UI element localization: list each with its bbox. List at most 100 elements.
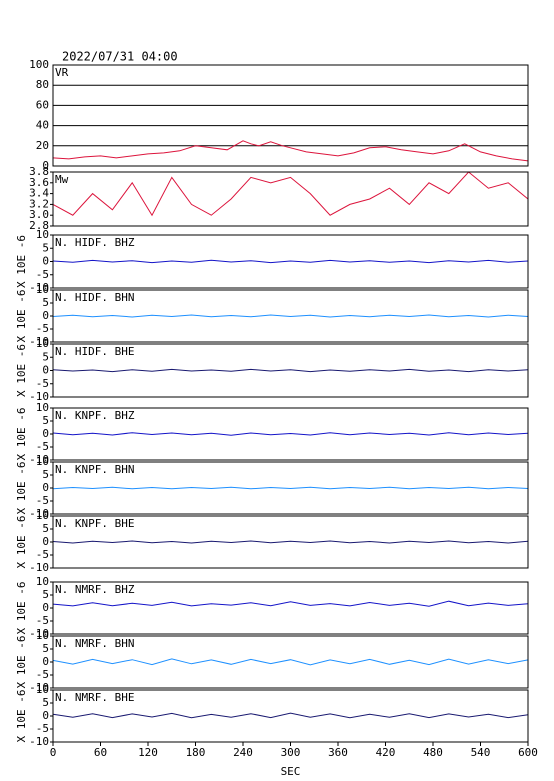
y-axis-label: X 10E -6 (15, 516, 28, 569)
panel-label: N. KNPF. BHZ (55, 409, 135, 422)
panel-label: N. KNPF. BHN (55, 463, 134, 476)
panel-label: N. HIDF. BHN (55, 291, 134, 304)
y-tick-label: -5 (36, 722, 49, 735)
trace (52, 540, 529, 544)
y-tick-label: 10 (36, 283, 49, 296)
y-tick-label: 20 (36, 139, 49, 152)
y-axis-label: X 10E -6 (15, 235, 28, 288)
y-tick-label: 0 (42, 255, 49, 268)
y-tick-label: 80 (36, 78, 49, 91)
y-tick-label: 10 (36, 337, 49, 350)
y-tick-label: 0 (42, 655, 49, 668)
y-tick-label: 10 (36, 401, 49, 414)
y-tick-label: 5 (42, 642, 49, 655)
y-tick-label: -5 (36, 494, 49, 507)
y-tick-label: 60 (36, 98, 49, 111)
y-tick-label: 0 (42, 535, 49, 548)
x-tick-label: 600 (518, 746, 538, 759)
panel-frame (52, 635, 529, 689)
y-tick-label: 3.2 (29, 197, 49, 210)
trace (52, 171, 529, 217)
y-tick-label: 10 (36, 509, 49, 522)
y-tick-label: -10 (29, 507, 49, 520)
panel-label: VR (55, 66, 69, 79)
x-axis-label: SEC (281, 765, 301, 778)
y-tick-label: 5 (42, 414, 49, 427)
y-tick-label: 0 (42, 364, 49, 377)
y-tick-label: 0 (42, 709, 49, 722)
x-tick-label: 540 (471, 746, 491, 759)
y-tick-label: 3.6 (29, 176, 49, 189)
y-tick-label: -10 (29, 561, 49, 574)
y-tick-label: 10 (36, 683, 49, 696)
y-axis-label: X 10E -6 (15, 582, 28, 635)
y-tick-label: -10 (29, 390, 49, 403)
y-tick-label: -5 (36, 377, 49, 390)
y-tick-label: -10 (29, 627, 49, 640)
y-tick-label: -5 (36, 548, 49, 561)
y-tick-label: 5 (42, 296, 49, 309)
y-tick-label: 10 (36, 228, 49, 241)
y-tick-label: -5 (36, 614, 49, 627)
panel-label: N. NMRF. BHN (55, 637, 134, 650)
panel-label: N. HIDF. BHZ (55, 236, 135, 249)
y-tick-label: 0 (42, 309, 49, 322)
y-tick-label: 0 (42, 601, 49, 614)
y-tick-label: -5 (36, 268, 49, 281)
x-tick-label: 60 (94, 746, 107, 759)
panel-frame (52, 171, 529, 227)
panel-frame (52, 515, 529, 569)
y-tick-label: 0 (42, 481, 49, 494)
panel-label: N. NMRF. BHE (55, 691, 134, 704)
y-tick-label: 10 (36, 455, 49, 468)
y-tick-label: 40 (36, 119, 49, 132)
x-tick-label: 300 (281, 746, 301, 759)
trace (52, 259, 529, 264)
y-axis-label: X 10E -6 (15, 636, 28, 689)
trace (52, 486, 529, 490)
y-tick-label: 5 (42, 468, 49, 481)
y-tick-label: 2.8 (29, 219, 49, 232)
y-tick-label: 3.0 (29, 208, 49, 221)
x-tick-label: 120 (138, 746, 158, 759)
y-axis-label: X 10E -6 (15, 690, 28, 743)
y-tick-label: 5 (42, 241, 49, 254)
y-tick-label: -10 (29, 681, 49, 694)
panel-label: N. KNPF. BHE (55, 517, 134, 530)
x-tick-label: 420 (376, 746, 396, 759)
y-tick-label: 10 (36, 629, 49, 642)
y-axis-label: X 10E -6 (15, 344, 28, 397)
panel-frame (52, 461, 529, 515)
y-tick-label: -10 (29, 281, 49, 294)
panel-label: N. HIDF. BHE (55, 345, 134, 358)
y-tick-label: 3.4 (29, 187, 49, 200)
y-tick-label: 5 (42, 522, 49, 535)
y-tick-label: 0 (42, 159, 49, 172)
y-tick-label: -5 (36, 668, 49, 681)
x-tick-label: 240 (233, 746, 253, 759)
y-axis-label: X 10E -6 (15, 290, 28, 343)
trace (52, 314, 529, 318)
y-tick-label: -10 (29, 335, 49, 348)
trace (52, 600, 529, 607)
trace (52, 712, 529, 719)
y-tick-label: 100 (29, 58, 49, 71)
y-axis-label: X 10E -6 (15, 408, 28, 461)
trace (52, 368, 529, 373)
y-tick-label: -10 (29, 735, 49, 748)
y-tick-label: 3.8 (29, 165, 49, 178)
chart-title: 2022/07/31 04:00 (62, 50, 178, 64)
trace (52, 658, 529, 666)
y-tick-label: 10 (36, 575, 49, 588)
y-tick-label: 5 (42, 588, 49, 601)
y-tick-label: 5 (42, 350, 49, 363)
panel-label: N. NMRF. BHZ (55, 583, 135, 596)
x-tick-label: 480 (423, 746, 443, 759)
x-tick-label: 0 (50, 746, 57, 759)
y-tick-label: -5 (36, 322, 49, 335)
trace (52, 432, 529, 436)
y-tick-label: 0 (42, 427, 49, 440)
x-tick-label: 360 (328, 746, 348, 759)
panel-frame (52, 581, 529, 635)
y-axis-label: X 10E -6 (15, 462, 28, 515)
